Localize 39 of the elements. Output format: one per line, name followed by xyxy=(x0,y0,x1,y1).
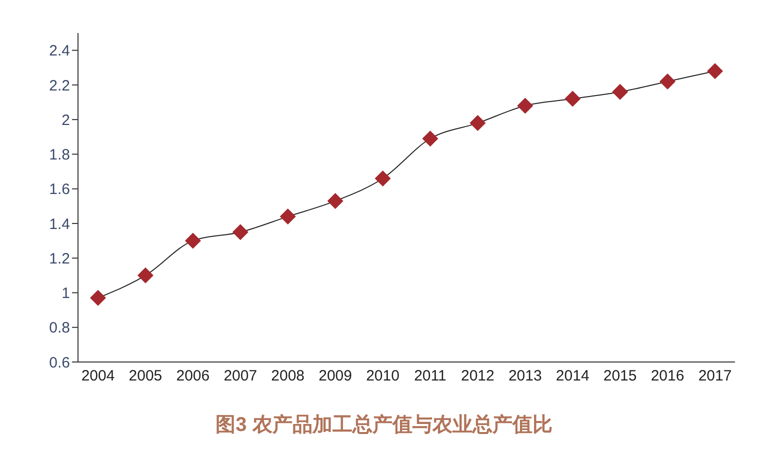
y-tick-label: 1.8 xyxy=(49,146,70,164)
point xyxy=(327,192,344,209)
y-tick-label: 0.8 xyxy=(49,320,70,337)
x-tick-label: 2004 xyxy=(81,368,115,385)
text: 图3 农产品加工总产值与农业总产值比 xyxy=(214,412,554,438)
point xyxy=(470,115,486,132)
y-tick-label: 1.4 xyxy=(49,216,70,233)
y-tick-label: 0.6 xyxy=(49,354,70,372)
point xyxy=(517,98,534,114)
y-tick-label: 2.2 xyxy=(49,77,70,94)
point xyxy=(280,208,296,225)
y-tick-label: 1.2 xyxy=(49,250,70,268)
x-tick-label: 2016 xyxy=(650,368,684,385)
y-tick-label: 2 xyxy=(62,112,70,129)
y-tick-label: 2.4 xyxy=(49,42,70,60)
point xyxy=(564,90,581,107)
x-tick-label: 2007 xyxy=(224,368,258,385)
x-tick-label: 2012 xyxy=(461,368,494,385)
point xyxy=(90,290,106,306)
point xyxy=(232,224,248,240)
x-tick-label: 2009 xyxy=(318,368,352,385)
x-tick-label: 2005 xyxy=(128,368,162,385)
y-tick-label: 1.6 xyxy=(49,181,70,198)
x-tick-label: 2008 xyxy=(271,368,305,385)
y-tick-label: 1 xyxy=(62,285,70,302)
x-tick-label: 2006 xyxy=(176,368,210,385)
x-tick-label: 2014 xyxy=(556,368,590,385)
x-tick-label: 2017 xyxy=(698,368,732,385)
x-tick-label: 2010 xyxy=(366,368,400,385)
point xyxy=(137,267,154,284)
x-tick-label: 2013 xyxy=(508,368,542,385)
point xyxy=(374,170,391,186)
x-tick-label: 2011 xyxy=(414,368,446,385)
point xyxy=(422,130,438,147)
point xyxy=(660,73,676,90)
x-tick-label: 2015 xyxy=(603,368,637,385)
point xyxy=(184,232,201,249)
point xyxy=(612,84,628,100)
point xyxy=(707,63,723,80)
